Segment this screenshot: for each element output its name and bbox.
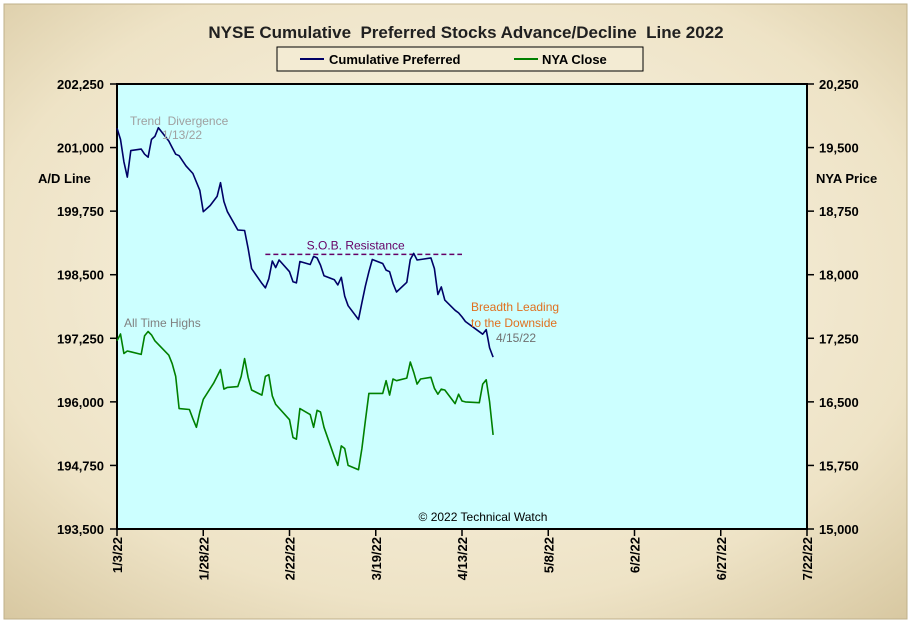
y-right-tick-label: 17,250 — [819, 331, 859, 346]
y-left-tick-label: 197,250 — [57, 331, 104, 346]
x-tick-label: 1/3/22 — [110, 537, 125, 573]
y-left-tick-label: 198,500 — [57, 268, 104, 283]
annotation-text: Trend Divergence — [130, 114, 229, 128]
y-right-tick-label: 20,250 — [819, 77, 859, 92]
legend-label-cumulative-preferred: Cumulative Preferred — [329, 52, 461, 67]
y-right-tick-label: 18,750 — [819, 204, 859, 219]
annotation-text: Breadth Leading — [471, 300, 559, 314]
x-tick-label: 2/22/22 — [283, 537, 298, 580]
resistance-label: S.O.B. Resistance — [307, 238, 405, 252]
y-right-tick-label: 15,000 — [819, 522, 859, 537]
y-right-tick-label: 15,750 — [819, 458, 859, 473]
legend-box — [276, 46, 644, 72]
series-line-cumulative-preferred — [116, 126, 494, 358]
legend: Cumulative Preferred NYA Close — [276, 46, 644, 72]
plot-area — [116, 83, 808, 530]
y-right-tick-label: 16,500 — [819, 395, 859, 410]
chart-title: NYSE Cumulative Preferred Stocks Advance… — [208, 23, 723, 42]
x-tick-label: 3/19/22 — [369, 537, 384, 580]
annotation-breadth-date: 4/15/22 — [496, 331, 536, 345]
y-right-tick-label: 18,000 — [819, 268, 859, 283]
y-right-tick-label: 19,500 — [819, 141, 859, 156]
annotation-text: 1/13/22 — [162, 128, 202, 142]
x-tick-label: 6/2/22 — [628, 537, 643, 573]
y-axis-left: 193,500 194,750 196,000 197,250 198,500 199,7… — [57, 77, 117, 537]
y-left-tick-label: 196,000 — [57, 395, 104, 410]
y-left-tick-label: 193,500 — [57, 522, 104, 537]
annotation-all-time-highs: All Time Highs — [124, 316, 201, 330]
x-tick-label: 1/28/22 — [196, 537, 211, 580]
annotation-text: All Time Highs — [124, 316, 201, 330]
x-tick-label: 6/27/22 — [714, 537, 729, 580]
y-axis-right-title: NYA Price — [816, 171, 877, 186]
series-line-nya-close — [116, 330, 494, 471]
annotation-trend-divergence: Trend Divergence 1/13/22 — [130, 114, 229, 142]
y-axis-right: 15,000 15,750 16,500 17,250 18,000 18,750 19,5… — [807, 77, 859, 537]
annotation-text: to the Downside — [471, 316, 557, 330]
x-axis: 1/3/22 1/28/22 2/22/22 3/19/22 4/13/22 5/8/22… — [110, 529, 815, 580]
y-left-tick-label: 199,750 — [57, 204, 104, 219]
x-tick-label: 7/22/22 — [800, 537, 815, 580]
y-axis-left-title: A/D Line — [38, 171, 91, 186]
annotation-breadth-leading: Breadth Leading to the Downside — [471, 300, 559, 330]
x-tick-label: 5/8/22 — [541, 537, 556, 573]
y-left-tick-label: 201,000 — [57, 141, 104, 156]
x-tick-label: 4/13/22 — [455, 537, 470, 580]
copyright-label: © 2022 Technical Watch — [419, 510, 548, 524]
y-left-tick-label: 202,250 — [57, 77, 104, 92]
y-left-tick-label: 194,750 — [57, 458, 104, 473]
legend-label-nya-close: NYA Close — [542, 52, 607, 67]
annotation-text: 4/15/22 — [496, 331, 536, 345]
